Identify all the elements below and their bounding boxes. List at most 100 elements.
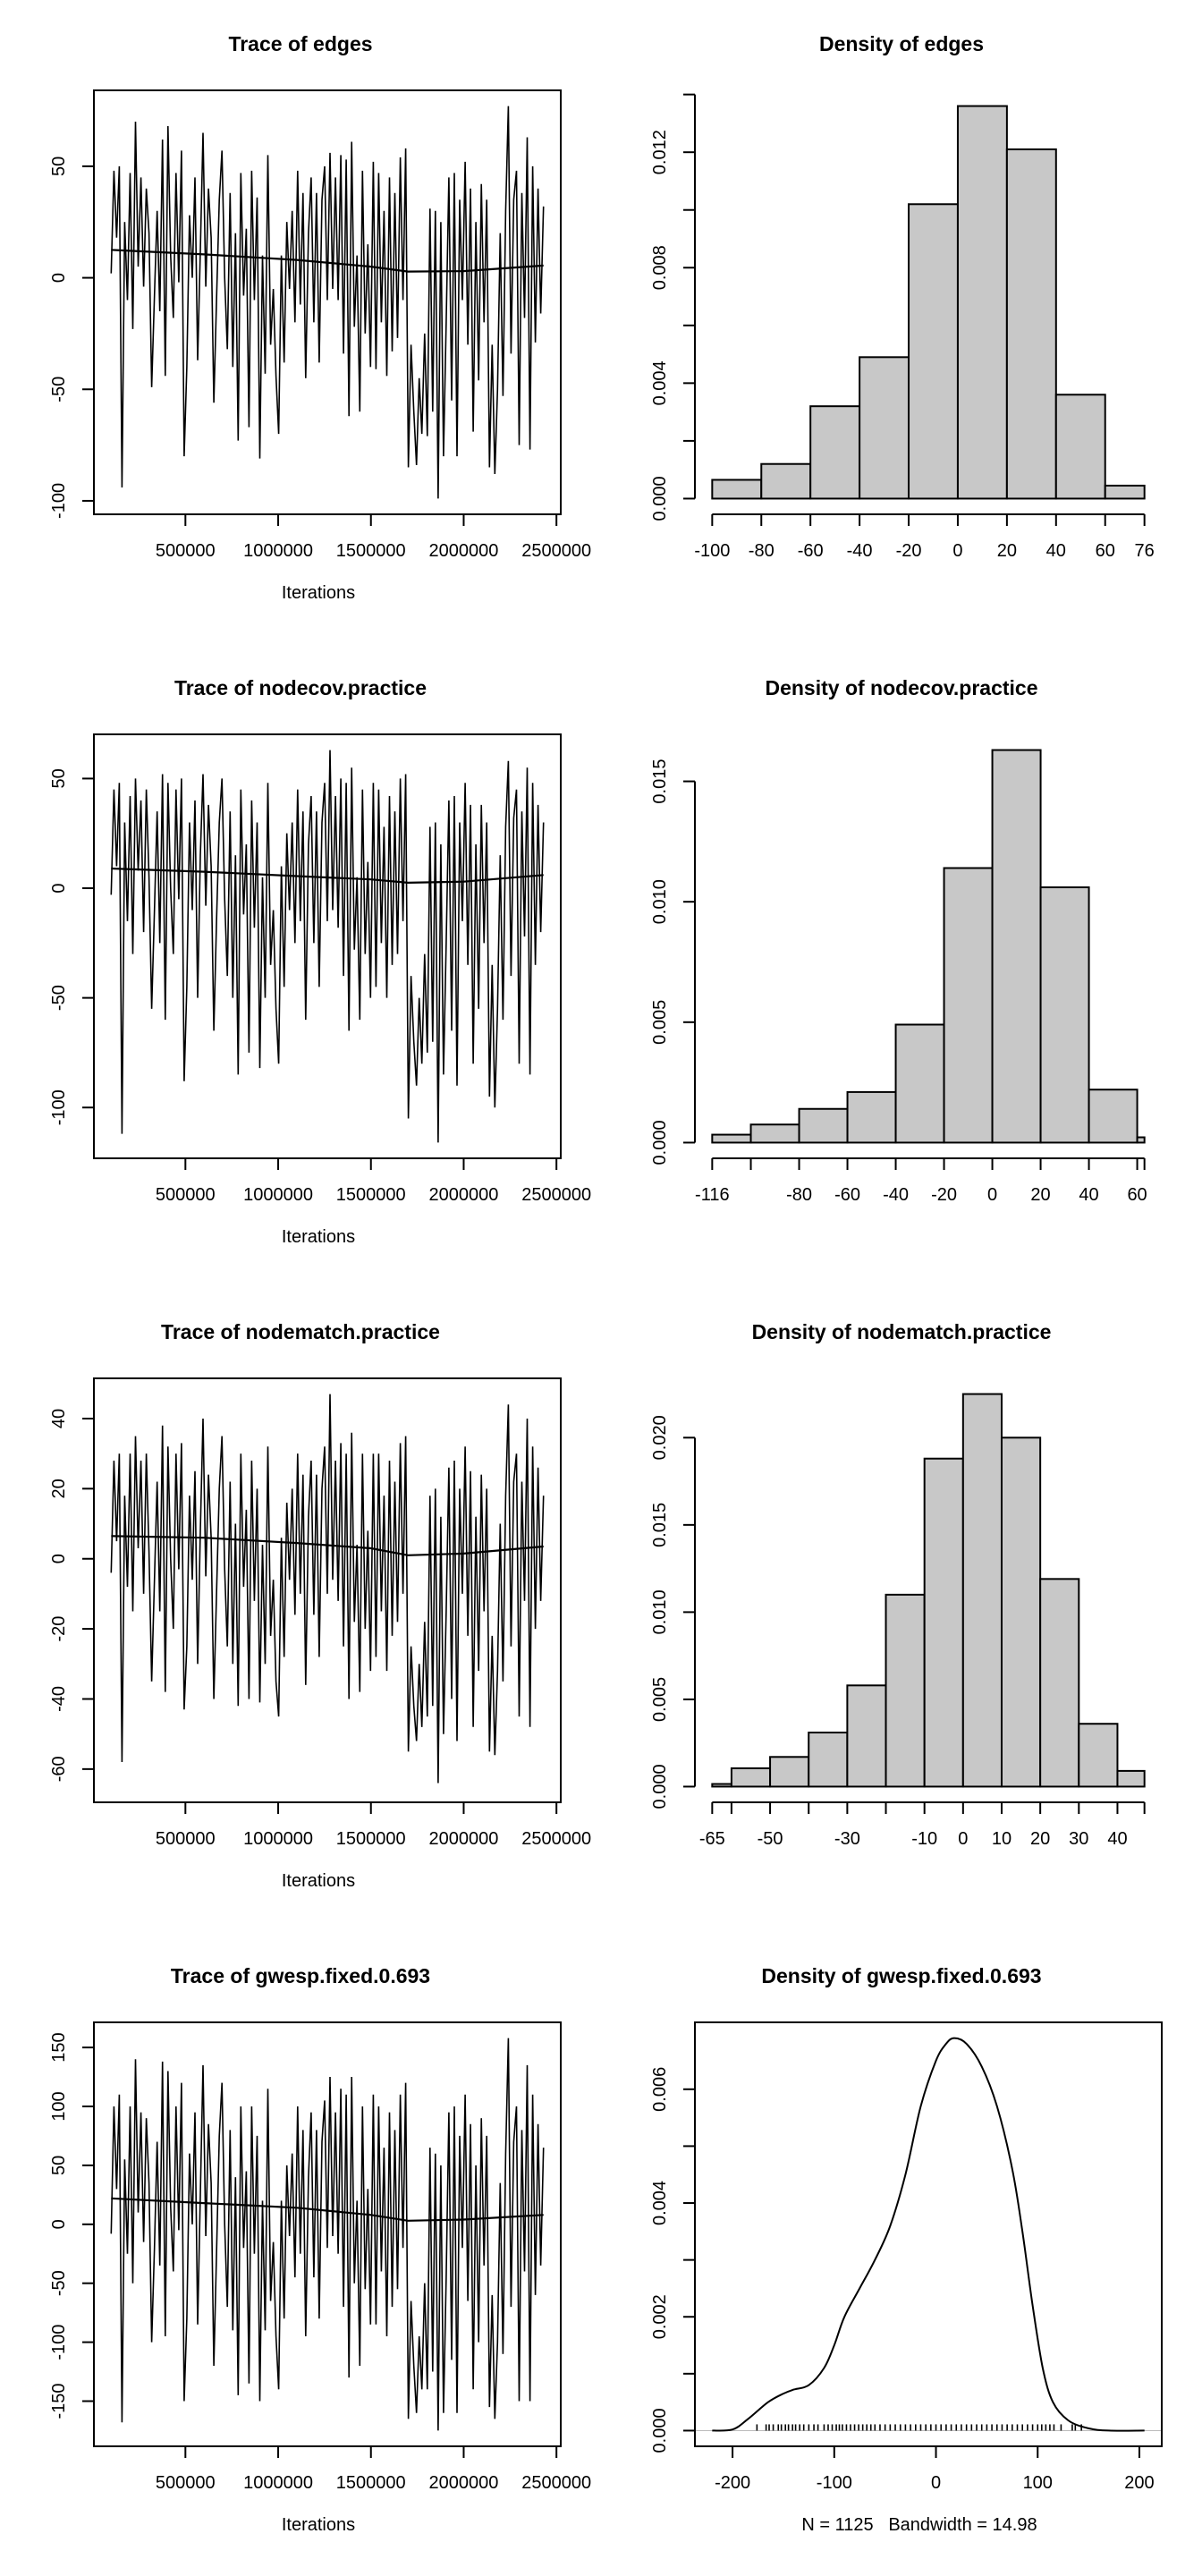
plot-title: Trace of nodematch.practice	[161, 1320, 440, 1343]
histogram-bar	[1054, 394, 1106, 500]
y-tick-label: 0.015	[650, 759, 670, 804]
x-tick-label: -200	[715, 2473, 750, 2493]
x-tick-label: 30	[1069, 1829, 1088, 1849]
y-tick-label: 0.010	[650, 879, 670, 924]
plot-canvas: -150 -100 -50 0 50 100 150 500000 1000000 1500000…	[49, 2021, 591, 2493]
y-tick-label: 40	[49, 1409, 69, 1428]
x-tick-label: 60	[1127, 1185, 1147, 1205]
y-tick-label: 0.012	[650, 130, 670, 174]
x-tick-label: 1000000	[243, 1185, 313, 1205]
y-tick-label: 0.005	[650, 1000, 670, 1045]
y-tick-label: -20	[49, 1616, 69, 1642]
y-tick-label: 0.020	[650, 1415, 670, 1460]
plot-canvas: -100 -50 0 50 500000 1000000 1500000 2000000 250…	[49, 733, 591, 1205]
x-tick-label: 1500000	[336, 1829, 406, 1849]
plot-title: Trace of nodecov.practice	[174, 676, 427, 699]
trace-series-line	[110, 106, 545, 499]
histogram-bar	[846, 1090, 897, 1144]
histogram-bar	[908, 203, 959, 500]
density-plot-edges: 0.000 0.004 0.008 0.012 -100 -80 -60 -40 -20 0 20 4…	[601, 0, 1202, 644]
y-tick-label: 0.008	[650, 245, 670, 290]
histogram-bar	[1116, 1769, 1146, 1788]
y-tick-label: 100	[49, 2091, 69, 2121]
x-tick-label: 40	[1046, 541, 1066, 561]
x-tick-label: 500000	[156, 541, 216, 561]
density-plot-nodematch: 0.000 0.005 0.010 0.015 0.020 -65 -50 -30 -10 0 10…	[601, 1288, 1202, 1932]
plot-canvas: 0.000 0.005 0.010 0.015 0.020 -65 -50 -30 -10 0 10…	[650, 1393, 1146, 1849]
histogram-bar	[1088, 1089, 1139, 1144]
histogram-bar	[1039, 886, 1090, 1144]
plot-title: Trace of edges	[228, 32, 373, 55]
plot-title: Density of gwesp.fixed.0.693	[761, 1964, 1042, 1987]
histogram-bar	[769, 1756, 810, 1788]
y-tick-label: 50	[49, 157, 69, 176]
x-axis-label: Iterations	[281, 583, 356, 603]
y-tick-label: 0.015	[650, 1503, 670, 1547]
histogram-bar	[1104, 484, 1146, 500]
histogram-bar	[749, 1123, 800, 1144]
x-tick-label: 1000000	[243, 1829, 313, 1849]
y-tick-label: 0.005	[650, 1677, 670, 1722]
density-curve	[712, 2037, 1145, 2432]
x-tick-label: 0	[987, 1185, 997, 1205]
x-tick-label: -40	[847, 541, 873, 561]
density-plot-gwesp: 0.000 0.002 0.004 0.006 -200 -100 0 100 200 Dens…	[601, 1932, 1202, 2576]
x-tick-label: -100	[694, 541, 730, 561]
y-tick-label: -150	[49, 2383, 69, 2419]
y-tick-label: -100	[49, 2325, 69, 2360]
x-tick-label: -20	[896, 541, 922, 561]
y-tick-label: 0.000	[650, 2408, 670, 2453]
x-axis-label: Iterations	[281, 1871, 356, 1891]
histogram-bar	[846, 1684, 887, 1788]
x-axis-label: Iterations	[281, 1227, 356, 1247]
histogram-bar	[991, 749, 1042, 1144]
y-tick-label: -100	[49, 483, 69, 519]
plot-canvas: -60 -40 -20 0 20 40 500000 1000000 1500000 200000…	[49, 1377, 591, 1849]
trace-series-line	[110, 1394, 545, 1784]
x-tick-label: 0	[952, 541, 962, 561]
x-tick-label: 0	[958, 1829, 968, 1849]
x-tick-label: 20	[1030, 1829, 1050, 1849]
y-tick-label: 0	[49, 883, 69, 893]
x-tick-label: 2000000	[429, 2473, 499, 2493]
histogram-bar	[859, 356, 910, 500]
x-tick-label: -50	[758, 1829, 783, 1849]
plot-canvas: 0.000 0.004 0.008 0.012 -100 -80 -60 -40 -20 0 20 4…	[650, 93, 1155, 561]
y-tick-label: -50	[49, 985, 69, 1011]
y-tick-label: 50	[49, 2156, 69, 2175]
x-tick-label: -10	[911, 1829, 937, 1849]
plot-title: Density of nodematch.practice	[751, 1320, 1052, 1343]
histogram-bar	[943, 867, 994, 1144]
y-tick-label: 0.002	[650, 2294, 670, 2339]
histogram-bar	[1000, 1436, 1042, 1788]
x-tick-label: 20	[997, 541, 1017, 561]
plot-canvas: 0.000 0.002 0.004 0.006 -200 -100 0 100 200	[650, 2021, 1163, 2493]
y-tick-label: -50	[49, 2270, 69, 2296]
x-tick-label: -65	[699, 1829, 725, 1849]
y-tick-label: 0.004	[650, 2181, 670, 2225]
histogram-bar	[923, 1457, 964, 1788]
x-tick-label: 1500000	[336, 2473, 406, 2493]
x-axis-label: N = 1125 Bandwidth = 14.98	[801, 2515, 1037, 2535]
plot-canvas: -100 -50 0 50 500000 1000000 1500000 2000000 250…	[49, 89, 591, 561]
x-tick-label: -116	[695, 1185, 730, 1205]
y-tick-label: 20	[49, 1479, 69, 1498]
y-tick-label: 0	[49, 2219, 69, 2229]
density-plot-nodecov: 0.000 0.005 0.010 0.015 -116 -80 -60 -40 -20 0 20 4…	[601, 644, 1202, 1288]
plot-title: Trace of gwesp.fixed.0.693	[170, 1964, 431, 1987]
y-tick-label: -50	[49, 377, 69, 402]
plot-box	[694, 2021, 1163, 2447]
y-tick-label: 150	[49, 2032, 69, 2062]
x-tick-label: -60	[834, 1185, 860, 1205]
x-tick-label: 2000000	[429, 541, 499, 561]
histogram-bar	[1136, 1136, 1146, 1144]
histogram-bar	[711, 1133, 752, 1144]
y-tick-label: 0	[49, 1554, 69, 1563]
histogram-bar	[1039, 1578, 1080, 1788]
x-tick-label: 60	[1096, 541, 1115, 561]
histogram-bar	[711, 1783, 732, 1788]
histogram-bar	[1005, 148, 1057, 500]
x-tick-label: -80	[786, 1185, 812, 1205]
x-tick-label: -80	[749, 541, 775, 561]
x-tick-label: -40	[883, 1185, 909, 1205]
